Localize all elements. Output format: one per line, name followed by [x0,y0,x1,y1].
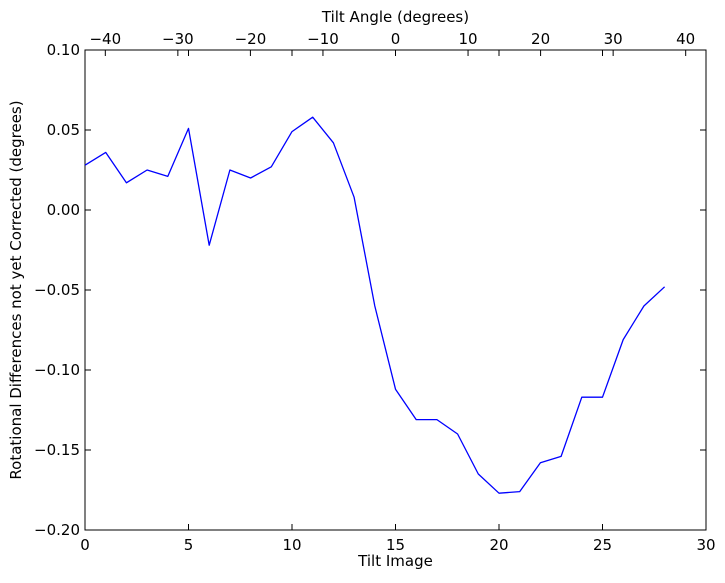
top-x-axis-title: Tilt Angle (degrees) [321,8,469,26]
y-axis-title: Rotational Differences not yet Corrected… [7,100,25,479]
top-x-tick-label: 40 [676,30,695,48]
top-x-tick-label: −10 [307,30,339,48]
top-x-tick-label: 0 [391,30,401,48]
ticks-layer: 0 5 10 15 20 25 30 0.10 0.05 0.00 −0.05 −0.10 −0.15 −… [34,30,716,554]
y-tick-label: −0.20 [34,521,80,539]
y-tick-label: 0.00 [47,201,80,219]
top-x-tick-label: 20 [531,30,550,48]
top-x-tick-label: −20 [235,30,267,48]
x-tick-label: 15 [386,536,405,554]
plot-area [84,49,707,531]
x-tick-label: 5 [184,536,194,554]
x-tick-label: 25 [593,536,612,554]
top-x-tick-label: 30 [604,30,623,48]
x-tick-label: 0 [80,536,90,554]
y-tick-label: 0.10 [47,41,80,59]
series-layer [84,116,666,494]
x-axis-title: Tilt Image [357,552,433,570]
top-x-tick-label: −40 [89,30,121,48]
y-tick-label: −0.15 [34,441,80,459]
x-tick-label: 10 [282,536,301,554]
top-x-tick-label: 10 [458,30,477,48]
y-tick-label: 0.05 [47,121,80,139]
y-tick-label: −0.10 [34,361,80,379]
y-tick-label: −0.05 [34,281,80,299]
series-line-0 [84,116,666,494]
top-x-tick-label: −30 [162,30,194,48]
x-tick-label: 20 [489,536,508,554]
x-tick-label: 30 [696,536,715,554]
